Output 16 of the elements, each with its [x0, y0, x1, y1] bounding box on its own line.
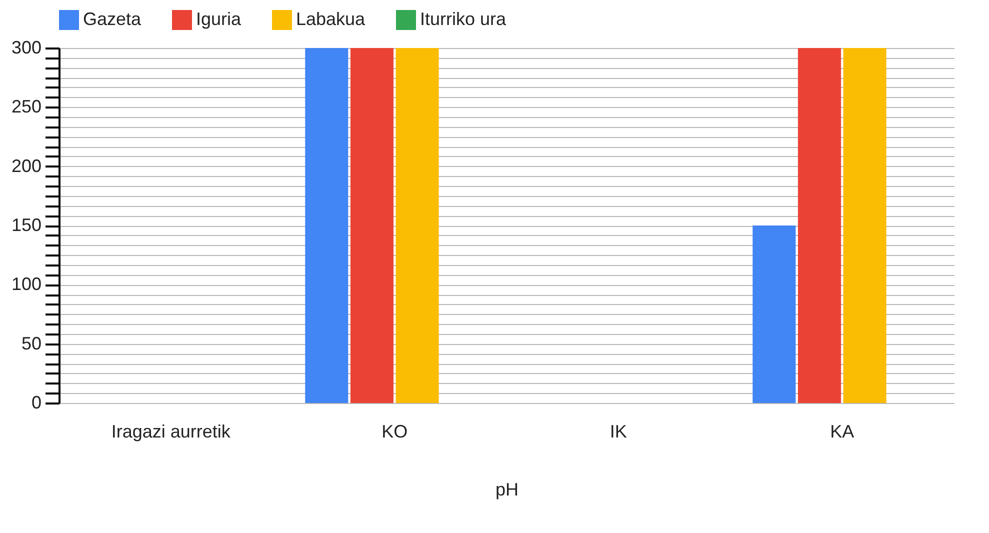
legend-label: Iturriko ura — [420, 9, 508, 29]
x-tick-label: IK — [610, 422, 627, 442]
y-tick-label: 0 — [31, 392, 42, 412]
y-tick-label: 150 — [11, 215, 42, 235]
y-tick-label: 300 — [11, 38, 42, 58]
x-axis-title: pH — [495, 480, 519, 500]
legend-label: Iguria — [196, 9, 242, 29]
y-tick-label: 250 — [11, 96, 42, 117]
x-tick-label: Iragazi aurretik — [111, 422, 232, 442]
legend-label: Labakua — [296, 9, 366, 29]
y-tick-label: 50 — [21, 333, 42, 354]
y-tick-label: 200 — [11, 156, 42, 176]
x-tick-label: KO — [382, 422, 408, 442]
x-tick-label: KA — [830, 422, 854, 442]
y-tick-label: 100 — [11, 274, 42, 294]
legend-label: Gazeta — [83, 9, 142, 29]
